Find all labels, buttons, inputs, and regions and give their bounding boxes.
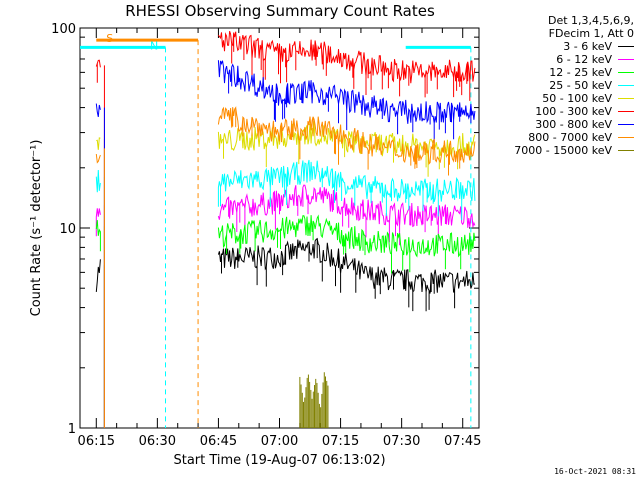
y-tick-label: 10 — [59, 222, 76, 237]
footer-timestamp: 16-Oct-2021 08:31 — [554, 467, 636, 476]
legend-swatch — [618, 137, 634, 138]
legend-item: 12 - 25 keV — [474, 66, 634, 79]
legend-item-label: 800 - 7000 keV — [528, 131, 612, 144]
legend: Det 1,3,4,5,6,9, FDecim 1, Att 0 3 - 6 k… — [474, 14, 634, 157]
x-tick-label: 06:30 — [139, 434, 176, 449]
series-line — [217, 60, 476, 143]
x-tick-label: 07:30 — [383, 434, 420, 449]
y-tick-label: 100 — [51, 22, 76, 37]
series-line — [217, 237, 475, 312]
legend-item-label: 6 - 12 keV — [556, 53, 612, 66]
series-800-7000kev — [95, 106, 476, 428]
series-line — [217, 159, 476, 221]
legend-item-label: 50 - 100 keV — [542, 92, 612, 105]
series-line — [95, 208, 101, 237]
x-tick-label: 06:45 — [200, 434, 237, 449]
series-line — [95, 103, 101, 117]
legend-item: 6 - 12 keV — [474, 53, 634, 66]
series-line — [217, 214, 476, 274]
series-25-50kev — [95, 159, 476, 428]
x-tick-label: 06:15 — [78, 434, 115, 449]
series-line — [96, 137, 101, 150]
legend-item: 25 - 50 keV — [474, 79, 634, 92]
series-line — [95, 59, 101, 83]
legend-item-label: 7000 - 15000 keV — [514, 144, 612, 157]
legend-item: 800 - 7000 keV — [474, 131, 634, 144]
series-3-6kev — [95, 237, 475, 428]
plot-frame — [79, 27, 480, 429]
series-line — [95, 169, 101, 193]
legend-swatch — [618, 124, 634, 125]
series-line — [95, 153, 101, 164]
chart-title: RHESSI Observing Summary Count Rates — [125, 2, 435, 20]
series-7000-15000kev — [299, 372, 329, 428]
x-axis-label: Start Time (19-Aug-07 06:13:02) — [173, 453, 385, 468]
legend-swatch — [618, 85, 634, 86]
legend-swatch — [618, 72, 634, 73]
legend-swatch — [618, 150, 634, 151]
legend-item: 100 - 300 keV — [474, 105, 634, 118]
x-tick-label: 07:00 — [261, 434, 298, 449]
legend-item-label: 12 - 25 keV — [549, 66, 612, 79]
legend-item: 3 - 6 keV — [474, 40, 634, 53]
legend-rows: 3 - 6 keV 6 - 12 keV 12 - 25 keV 25 - 50 ke… — [474, 40, 634, 157]
legend-item-label: 100 - 300 keV — [535, 105, 612, 118]
legend-swatch — [618, 59, 634, 60]
legend-header-line-2: FDecim 1, Att 0 — [548, 27, 634, 40]
series-line — [95, 220, 101, 252]
x-tick-label: 07:45 — [444, 434, 481, 449]
series-line — [217, 106, 476, 176]
plot-area: 1 10 100 06:15 06:30 06:45 07:00 07:15 07:30 07:4… — [51, 22, 481, 449]
x-tick-label: 07:15 — [322, 434, 359, 449]
legend-swatch — [618, 111, 634, 112]
series-line — [217, 184, 476, 246]
legend-swatch — [618, 98, 634, 99]
legend-item-label: 300 - 800 keV — [535, 118, 612, 131]
legend-item: 50 - 100 keV — [474, 92, 634, 105]
state-bar-label: N — [150, 39, 158, 52]
state-bar-label: S — [106, 32, 113, 45]
series-50-100kev — [96, 121, 476, 428]
series-line — [95, 259, 101, 292]
legend-item-label: 3 - 6 keV — [563, 40, 612, 53]
y-tick-label: 1 — [68, 422, 76, 437]
y-axis-label: Count Rate (s⁻¹ detector⁻¹) — [29, 140, 44, 317]
legend-item: 7000 - 15000 keV — [474, 144, 634, 157]
legend-swatch — [618, 46, 634, 47]
legend-header-line-1: Det 1,3,4,5,6,9, — [547, 14, 634, 27]
legend-item: 300 - 800 keV — [474, 118, 634, 131]
legend-item-label: 25 - 50 keV — [549, 79, 612, 92]
series-line — [218, 30, 476, 101]
